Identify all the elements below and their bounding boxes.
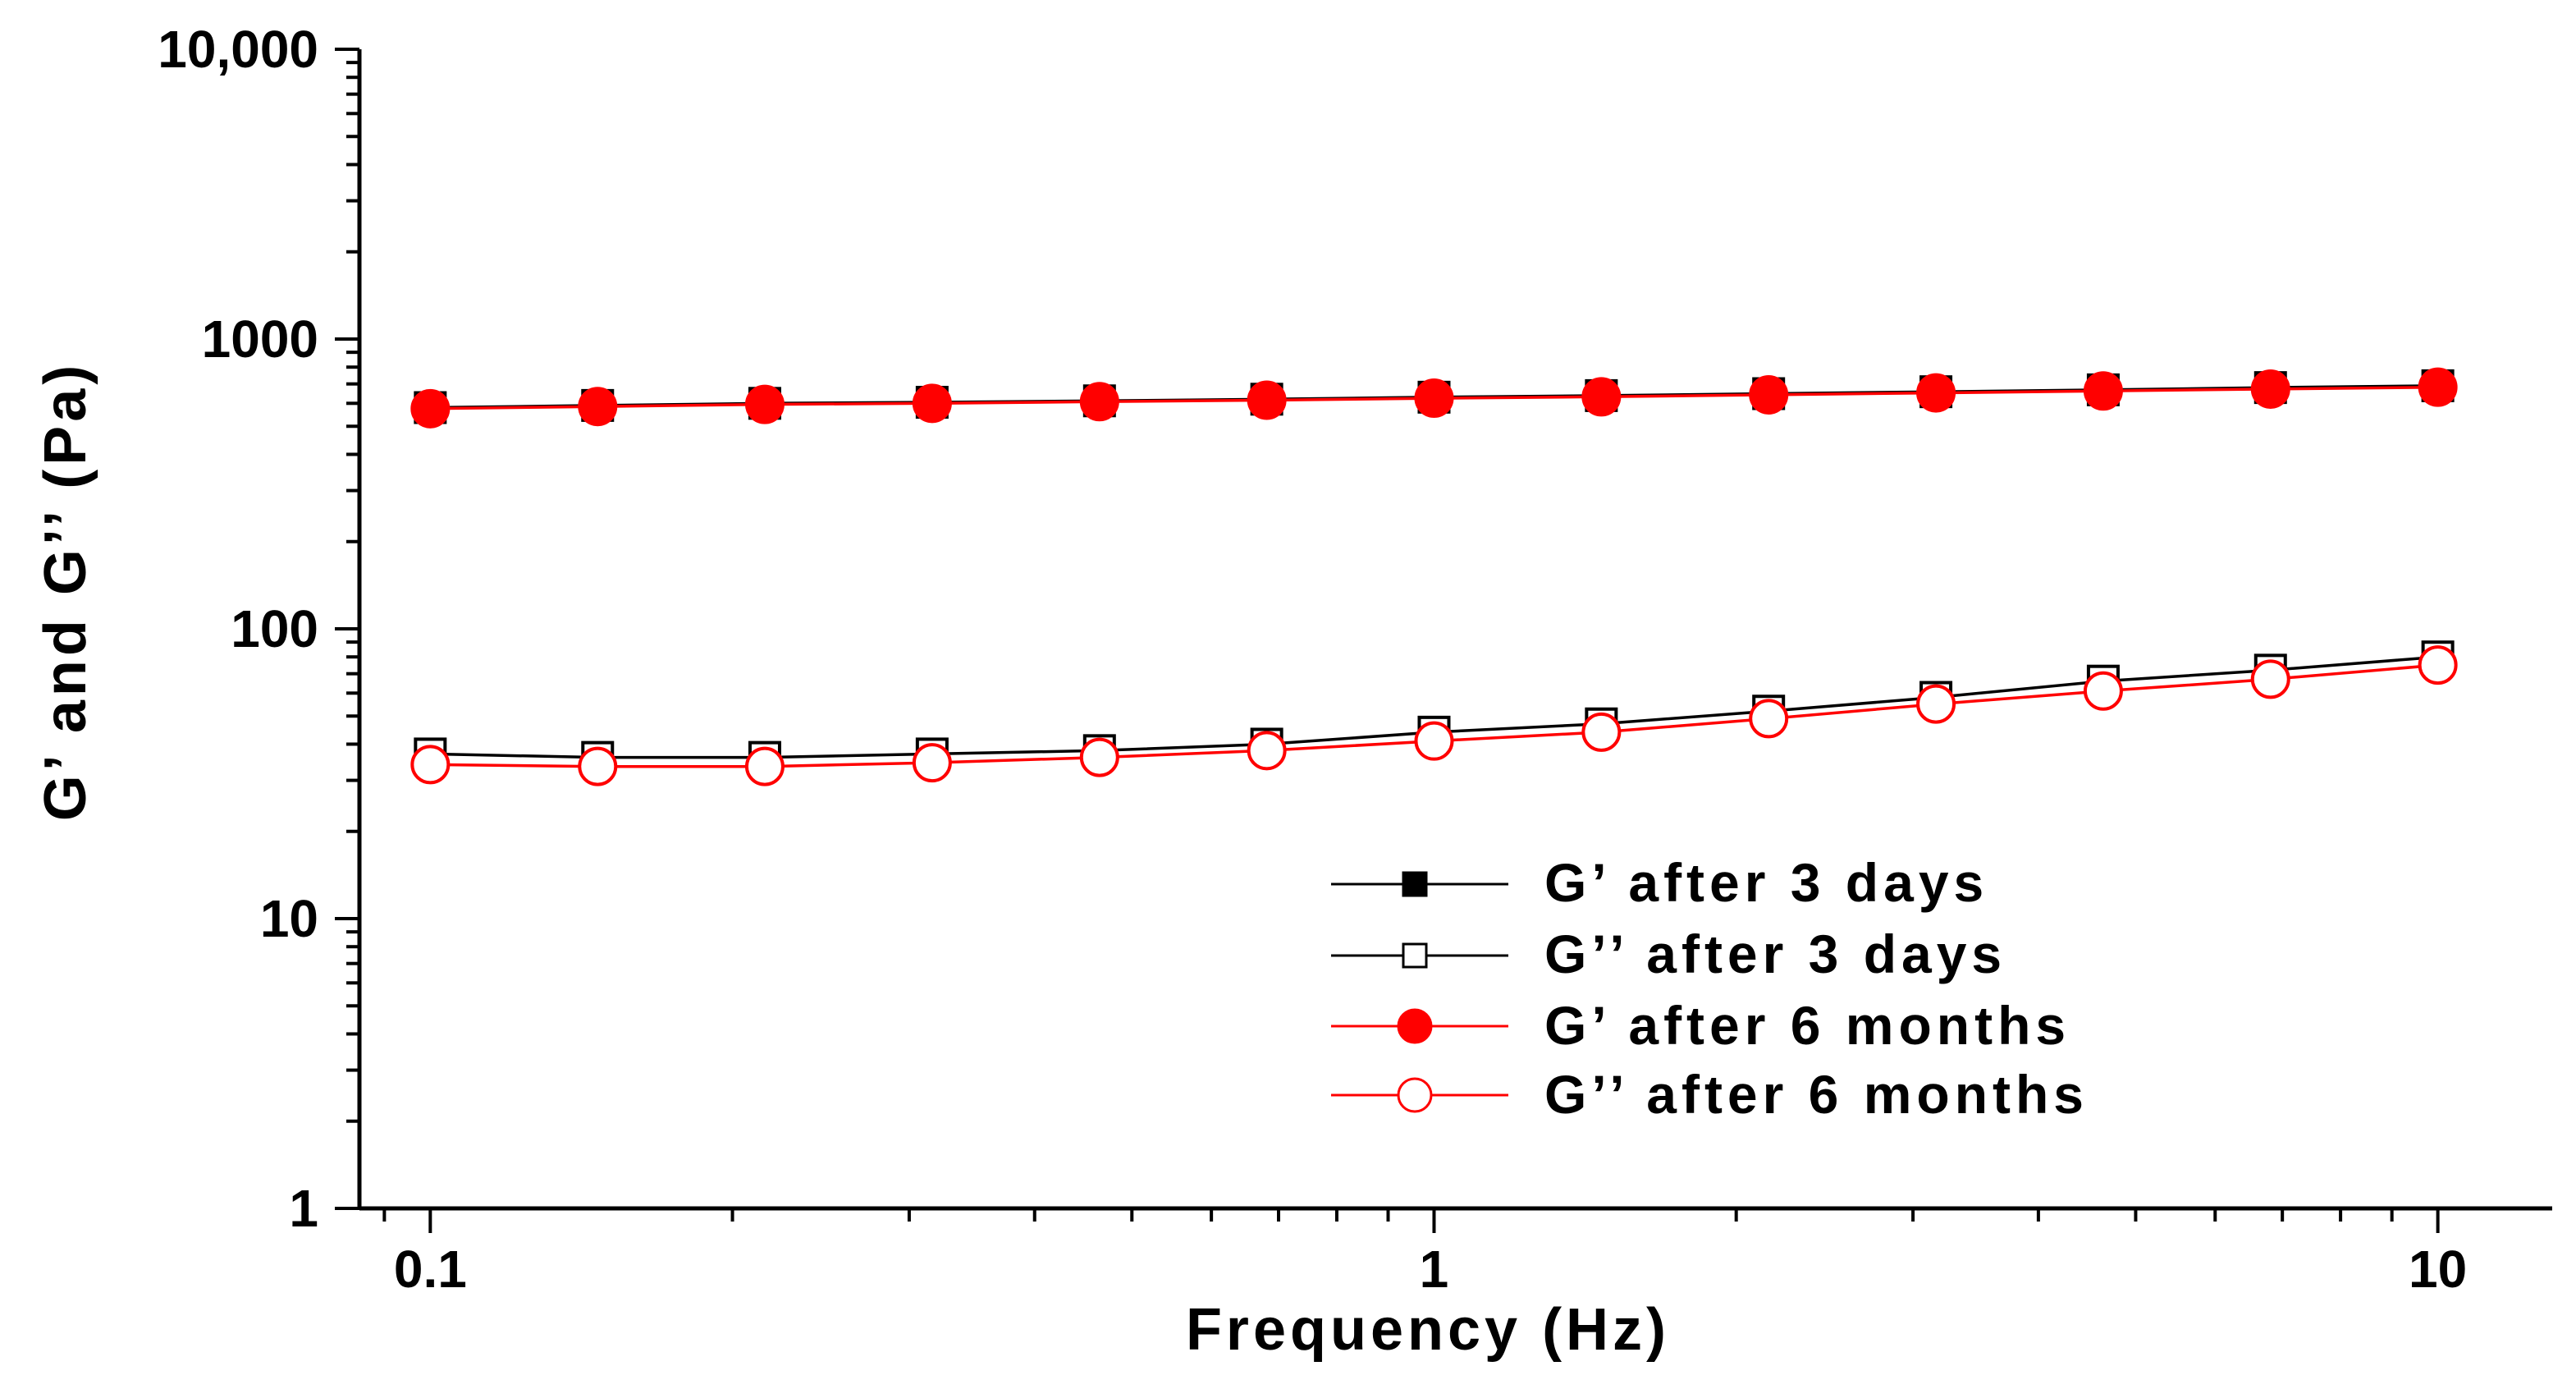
data-point <box>2083 371 2123 411</box>
data-point <box>1079 737 1119 777</box>
y-tick-label: 1 <box>289 1179 318 1238</box>
legend-label: G’’ after 6 months <box>1544 1064 2089 1125</box>
data-point <box>578 746 618 786</box>
y-tick-label: 10 <box>260 889 318 948</box>
legend-item: G’’ after 3 days <box>1331 924 2006 984</box>
x-tick-labels: 0.1 1 10 <box>394 1240 2467 1299</box>
data-point <box>744 746 785 786</box>
legend-item: G’ after 3 days <box>1331 852 1988 913</box>
data-point <box>912 383 952 424</box>
x-ticks <box>382 1208 2440 1233</box>
y-axis-title: G’ and G’’ (Pa) <box>33 361 98 821</box>
data-point <box>1749 374 1789 415</box>
legend-label: G’ after 3 days <box>1544 852 1988 913</box>
data-point <box>578 387 618 427</box>
x-axis-title: Frequency (Hz) <box>1186 1297 1670 1363</box>
axes: 0.1 1 10 1 10 100 1000 10,000 <box>158 20 2552 1299</box>
data-point <box>410 388 451 429</box>
data-point <box>1916 684 1956 724</box>
data-point <box>1749 699 1789 739</box>
data-point <box>2083 671 2123 711</box>
legend-item: G’ after 6 months <box>1331 995 2070 1056</box>
data-point <box>1581 712 1622 752</box>
legend-marker-filled-circle <box>1397 1008 1433 1044</box>
data-point <box>1414 378 1454 419</box>
y-tick-label: 100 <box>231 599 318 658</box>
legend-label: G’ after 6 months <box>1544 995 2070 1056</box>
y-tick-label: 10,000 <box>158 20 318 79</box>
legend-marker-filled-square <box>1402 871 1428 897</box>
data-point <box>1581 377 1622 417</box>
x-tick-label: 0.1 <box>394 1240 467 1299</box>
legend-marker-open-square <box>1402 942 1428 969</box>
data-point <box>1414 721 1454 761</box>
y-tick-labels: 1 10 100 1000 10,000 <box>158 20 318 1238</box>
y-ticks <box>335 48 359 1210</box>
series-3 <box>410 367 2458 429</box>
data-point <box>1247 380 1287 420</box>
x-tick-label: 1 <box>1420 1240 1449 1299</box>
data-point <box>2250 659 2290 699</box>
data-point <box>744 384 785 424</box>
data-point <box>912 743 952 783</box>
y-tick-label: 1000 <box>202 309 318 369</box>
data-point <box>2250 369 2290 409</box>
legend: G’ after 3 days G’’ after 3 days G’ afte… <box>1331 852 2089 1125</box>
x-tick-label: 10 <box>2409 1240 2467 1299</box>
series-layer <box>410 367 2458 786</box>
data-point <box>1247 731 1287 771</box>
data-point <box>410 745 451 785</box>
data-point <box>1916 373 1956 413</box>
data-point <box>2418 367 2458 407</box>
series-4 <box>410 645 2458 786</box>
legend-item: G’’ after 6 months <box>1331 1064 2089 1125</box>
legend-label: G’’ after 3 days <box>1544 924 2006 984</box>
legend-marker-open-circle <box>1397 1077 1433 1113</box>
data-point <box>2418 645 2458 685</box>
data-point <box>1079 382 1119 422</box>
